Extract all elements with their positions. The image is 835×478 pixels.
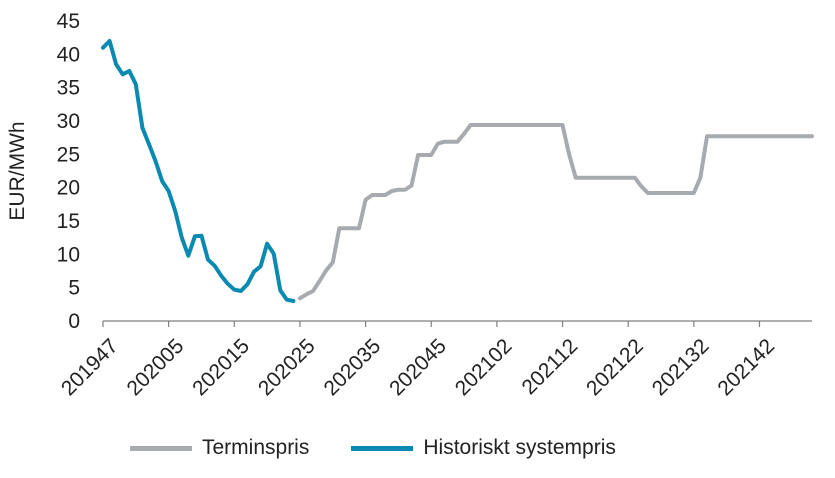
x-tick-label: 202112 [518,334,583,399]
x-tick-label: 202132 [648,334,714,400]
legend-label-systempris: Historiskt systempris [423,436,616,459]
y-tick-label: 45 [57,10,80,33]
x-tick-label: 202015 [188,334,254,400]
y-axis-ticks: 0 5 10 15 20 25 30 35 40 45 [57,10,80,333]
x-tick-label: 202005 [123,334,189,400]
series-line-historiskt-systempris [101,39,296,303]
x-tick-label: 202035 [319,334,385,400]
series-lines [101,39,814,303]
y-tick-label: 20 [57,177,80,200]
legend-swatch-systempris [351,445,414,451]
legend-item-systempris: Historiskt systempris [351,436,616,460]
y-tick-label: 25 [57,143,80,166]
legend-label-terminspris: Terminspris [202,436,310,459]
x-tick-label: 201947 [57,334,123,400]
legend-swatch-terminspris [130,445,192,451]
x-tick-label: 202102 [451,334,517,400]
y-tick-label: 35 [57,77,80,100]
x-axis-ticks: 201947 202005 202015 202025 202035 202045 2021… [57,321,779,400]
legend-item-terminspris: Terminspris [130,436,309,460]
y-axis-title: EUR/MWh [6,121,29,220]
y-tick-label: 30 [57,110,80,133]
y-tick-label: 5 [68,277,80,300]
legend: Terminspris Historiskt systempris [130,436,658,460]
y-tick-label: 15 [57,210,80,233]
x-tick-label: 202025 [254,334,320,400]
y-tick-label: 10 [57,243,80,266]
x-tick-label: 202122 [582,334,648,400]
y-tick-label: 40 [57,43,80,66]
x-tick-label: 202045 [385,334,451,400]
series-line-terminspris [297,123,814,301]
y-tick-label: 0 [68,310,80,333]
x-tick-label: 202142 [713,334,779,400]
